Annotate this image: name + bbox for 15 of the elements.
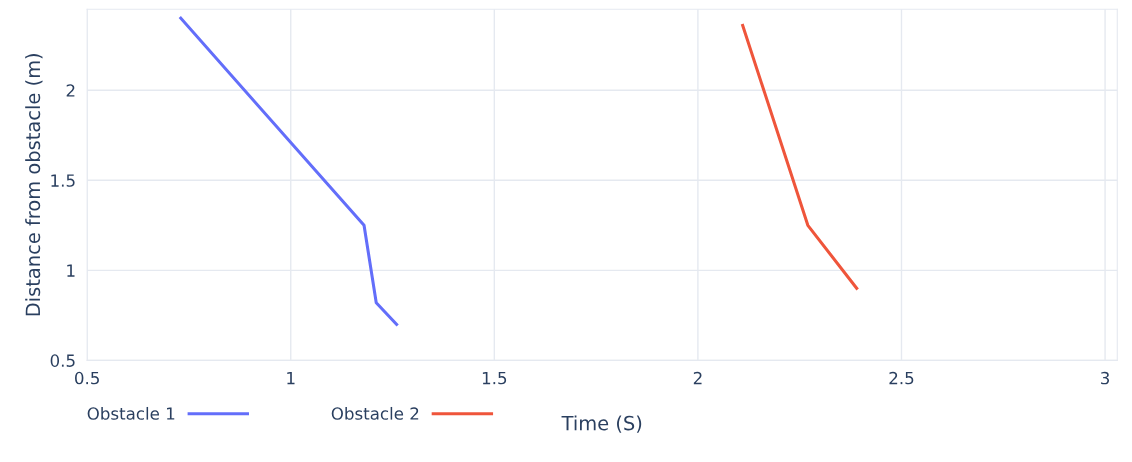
x-tick-label: 0.5 — [75, 371, 99, 385]
legend-label: Obstacle 2 — [331, 406, 419, 420]
y-tick-label: 1 — [67, 264, 75, 277]
legend-label: Obstacle 1 — [87, 406, 175, 420]
y-tick-label: 1.5 — [51, 174, 75, 187]
y-tick-label: 0.5 — [50, 354, 75, 367]
x-tick-label: 3 — [1101, 371, 1110, 385]
x-tick-label: 1 — [287, 371, 295, 385]
y-axis-title: Distance from obstacle (m) — [25, 54, 43, 316]
line-series — [179, 16, 399, 326]
x-tick-label: 2 — [693, 371, 702, 385]
x-tick-label: 2.5 — [889, 371, 914, 385]
y-tick-label: 2 — [66, 84, 75, 97]
x-tick-label: 1.5 — [482, 371, 507, 385]
x-axis-title: Time (S) — [561, 415, 642, 433]
